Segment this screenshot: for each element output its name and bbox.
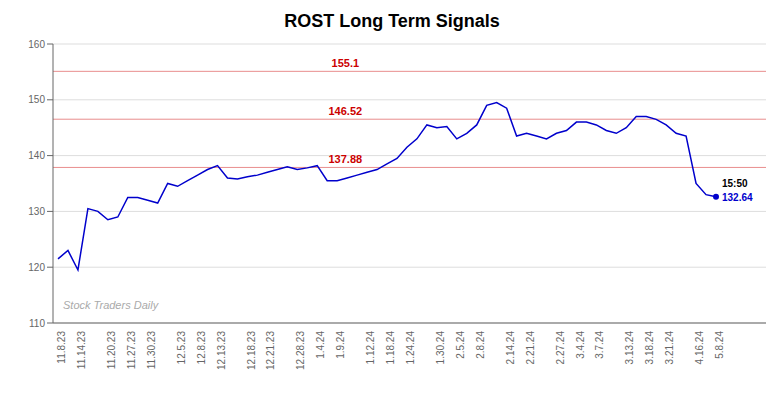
svg-text:12.5.23: 12.5.23 — [176, 331, 187, 365]
svg-text:11.14.23: 11.14.23 — [76, 331, 87, 370]
svg-text:2.21.24: 2.21.24 — [525, 331, 536, 365]
svg-text:130: 130 — [28, 206, 45, 217]
svg-text:12.28.23: 12.28.23 — [295, 331, 306, 370]
svg-text:137.88: 137.88 — [329, 153, 363, 165]
svg-text:11.27.23: 11.27.23 — [126, 331, 137, 370]
svg-text:1.18.24: 1.18.24 — [385, 331, 396, 365]
svg-text:1.4.24: 1.4.24 — [315, 331, 326, 359]
svg-text:5.8.24: 5.8.24 — [714, 331, 725, 359]
svg-text:2.5.24: 2.5.24 — [455, 331, 466, 359]
svg-text:3.13.24: 3.13.24 — [624, 331, 635, 365]
svg-text:2.27.24: 2.27.24 — [555, 331, 566, 365]
svg-text:110: 110 — [29, 318, 45, 329]
svg-text:155.1: 155.1 — [332, 57, 360, 69]
svg-text:12.8.23: 12.8.23 — [196, 331, 207, 365]
html-text:ROST Long Term Signals: ROST Long Term Signals — [284, 11, 500, 31]
svg-text:1.30.24: 1.30.24 — [435, 331, 446, 365]
svg-text:146.52: 146.52 — [329, 105, 363, 117]
svg-text:1.9.24: 1.9.24 — [335, 331, 346, 359]
svg-text:12.18.23: 12.18.23 — [246, 331, 257, 370]
svg-text:3.21.24: 3.21.24 — [664, 331, 675, 365]
svg-text:140: 140 — [28, 150, 45, 161]
svg-text:11.8.23: 11.8.23 — [56, 331, 67, 364]
svg-text:160: 160 — [28, 39, 45, 50]
svg-text:4.16.24: 4.16.24 — [694, 331, 705, 365]
svg-text:3.4.24: 3.4.24 — [575, 331, 586, 359]
svg-text:12.13.23: 12.13.23 — [216, 331, 227, 370]
svg-text:11.20.23: 11.20.23 — [106, 331, 117, 370]
svg-text:132.64: 132.64 — [722, 192, 753, 203]
svg-text:3.7.24: 3.7.24 — [594, 331, 605, 359]
svg-text:15:50: 15:50 — [722, 178, 748, 189]
html-text:Stock Traders Daily: Stock Traders Daily — [63, 299, 159, 311]
svg-text:3.18.24: 3.18.24 — [644, 331, 655, 365]
svg-text:11.30.23: 11.30.23 — [146, 331, 157, 370]
svg-text:120: 120 — [28, 262, 45, 273]
svg-text:1.12.24: 1.12.24 — [365, 331, 376, 365]
svg-text:12.21.23: 12.21.23 — [265, 331, 276, 370]
svg-text:1.24.24: 1.24.24 — [405, 331, 416, 365]
svg-text:2.14.24: 2.14.24 — [505, 331, 516, 365]
svg-text:150: 150 — [28, 94, 45, 105]
svg-text:2.8.24: 2.8.24 — [475, 331, 486, 359]
